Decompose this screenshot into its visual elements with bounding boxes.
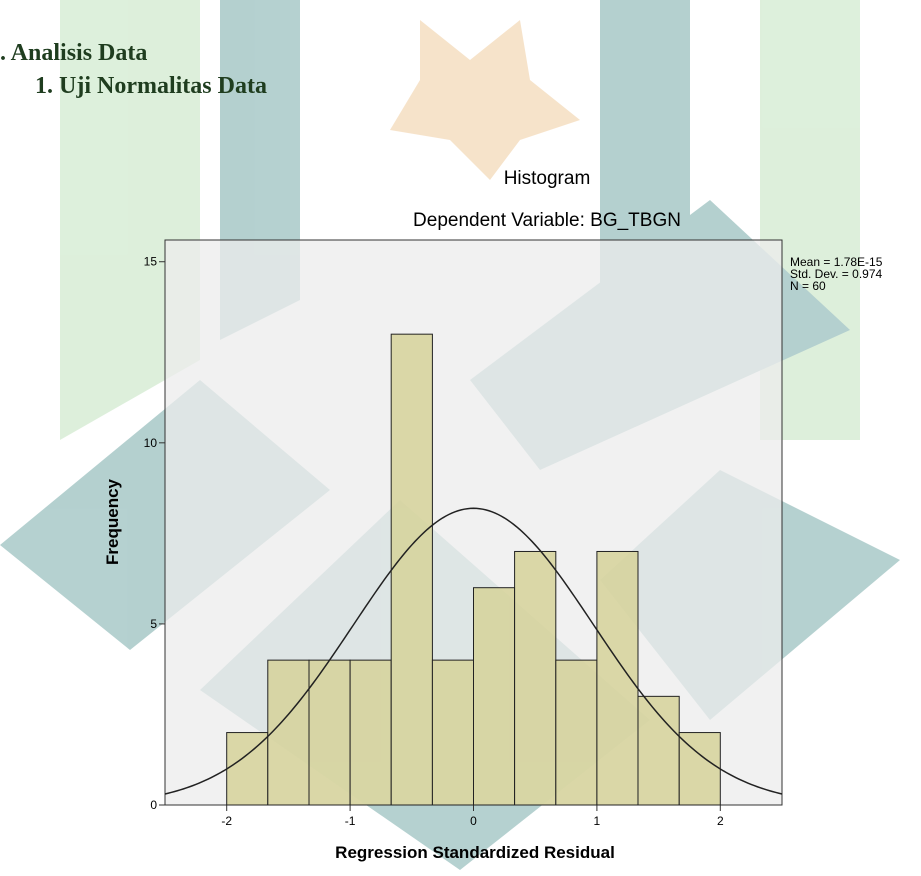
y-tick-label: 10: [144, 436, 158, 450]
y-tick-label: 15: [144, 255, 158, 269]
section-heading: . Analisis Data: [0, 40, 147, 66]
y-axis-label: Frequency: [103, 478, 122, 565]
bar: [515, 551, 556, 805]
x-tick-label: 1: [594, 814, 601, 828]
subsection-heading: 1. Uji Normalitas Data: [35, 73, 267, 99]
bar: [350, 660, 391, 805]
x-tick-label: -1: [345, 814, 356, 828]
chart-subtitle: Dependent Variable: BG_TBGN: [413, 210, 681, 231]
bar: [268, 660, 309, 805]
bar: [309, 660, 350, 805]
x-tick-label: 2: [717, 814, 724, 828]
bar: [638, 696, 679, 805]
bar: [432, 660, 473, 805]
bar: [474, 588, 515, 805]
y-tick-label: 0: [150, 798, 157, 812]
bar: [391, 334, 432, 805]
chart-title: Histogram: [504, 168, 591, 189]
x-tick-label: -2: [221, 814, 232, 828]
y-tick-label: 5: [150, 617, 157, 631]
bar: [556, 660, 597, 805]
page: . Analisis Data 1. Uji Normalitas Data H…: [0, 0, 921, 876]
stat-label: N = 60: [790, 279, 826, 293]
bar: [597, 551, 638, 805]
x-axis-label: Regression Standardized Residual: [335, 843, 615, 862]
x-tick-label: 0: [470, 814, 477, 828]
bar: [227, 733, 268, 805]
bar: [679, 733, 720, 805]
